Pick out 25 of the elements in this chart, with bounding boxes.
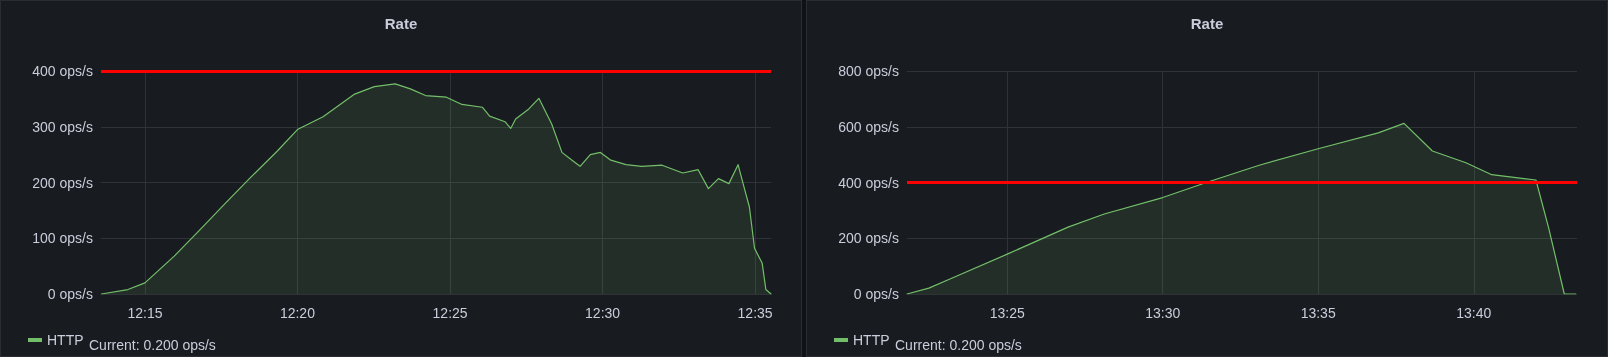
x-tick-label: 12:25: [432, 305, 468, 321]
legend-label: HTTP: [47, 332, 84, 348]
y-tick-label: 400 ops/s: [838, 174, 899, 191]
x-tick-label: 12:35: [737, 305, 773, 321]
x-tick-label: 13:30: [1145, 305, 1181, 321]
x-tick-label: 13:25: [989, 305, 1025, 321]
text: Current: 0.200 ops/s: [895, 337, 1022, 353]
x-tick-label: 13:35: [1300, 305, 1336, 321]
chart-title: Rate: [384, 15, 418, 32]
x-tick-label: 12:30: [585, 305, 621, 321]
chart-title: Rate: [1190, 15, 1224, 32]
y-tick-label: 200 ops/s: [838, 230, 899, 247]
y-tick-label: 200 ops/s: [32, 174, 93, 191]
y-tick-label: 100 ops/s: [32, 230, 93, 247]
y-tick-label: 300 ops/s: [32, 118, 93, 135]
y-tick-label: 0 ops/s: [853, 286, 899, 302]
y-tick-label: 800 ops/s: [838, 63, 899, 79]
y-tick-label: 0 ops/s: [47, 286, 93, 302]
x-tick-label: 12:20: [279, 305, 316, 321]
x-tick-label: 12:15: [127, 305, 163, 321]
y-tick-label: 600 ops/s: [838, 118, 899, 135]
y-tick-label: 400 ops/s: [32, 63, 93, 79]
legend-label: HTTP: [853, 332, 890, 348]
text: Current: 0.200 ops/s: [89, 337, 216, 353]
x-tick-label: 13:40: [1456, 305, 1492, 321]
